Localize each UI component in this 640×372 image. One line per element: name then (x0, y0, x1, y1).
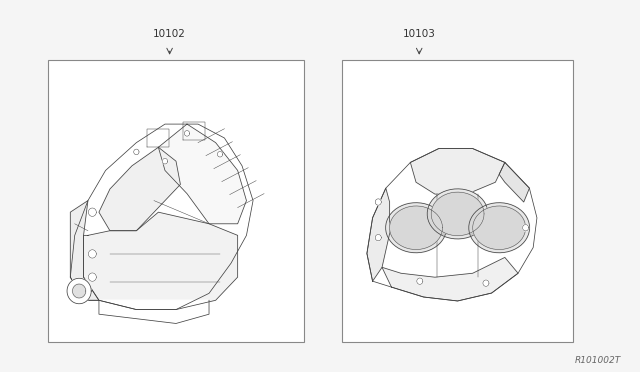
Polygon shape (367, 148, 537, 301)
Polygon shape (84, 212, 237, 310)
Polygon shape (70, 201, 99, 300)
Polygon shape (163, 158, 168, 164)
Polygon shape (99, 300, 209, 324)
Polygon shape (70, 124, 253, 310)
Polygon shape (218, 151, 223, 157)
Polygon shape (499, 163, 529, 202)
Polygon shape (67, 278, 92, 304)
Polygon shape (428, 189, 488, 239)
Polygon shape (184, 131, 189, 136)
Text: 10103: 10103 (403, 29, 436, 39)
Polygon shape (386, 203, 447, 253)
Polygon shape (431, 192, 484, 235)
Polygon shape (469, 203, 529, 253)
Polygon shape (375, 199, 381, 205)
Polygon shape (473, 206, 525, 250)
Polygon shape (88, 250, 96, 258)
Polygon shape (382, 257, 518, 301)
Polygon shape (483, 280, 489, 286)
Polygon shape (88, 273, 96, 281)
Bar (342, 60, 573, 342)
Polygon shape (158, 124, 246, 224)
Polygon shape (410, 148, 505, 194)
Polygon shape (88, 208, 96, 217)
Polygon shape (390, 206, 442, 250)
Polygon shape (375, 234, 381, 241)
Polygon shape (99, 147, 180, 231)
Polygon shape (367, 188, 390, 281)
Polygon shape (417, 278, 423, 284)
Polygon shape (134, 149, 139, 155)
Text: R101002T: R101002T (575, 356, 621, 365)
Polygon shape (523, 225, 529, 231)
Bar (48, 60, 304, 342)
Text: 10102: 10102 (153, 29, 186, 39)
Polygon shape (72, 284, 86, 298)
